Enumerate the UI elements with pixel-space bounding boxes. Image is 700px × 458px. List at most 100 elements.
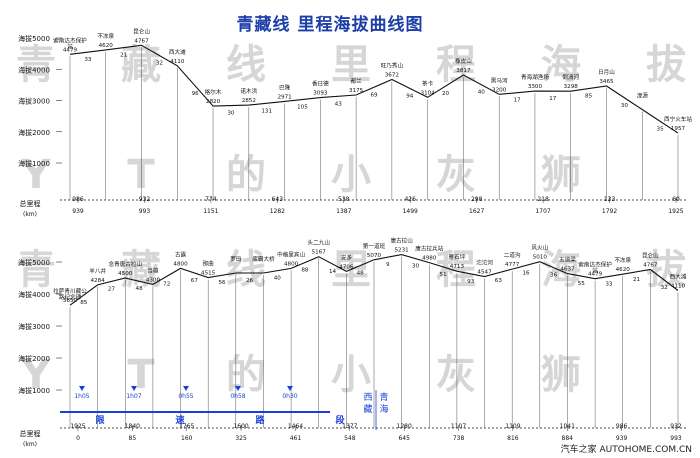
speed-limit-marker <box>183 386 189 391</box>
station-altitude: 3200 <box>492 87 507 93</box>
km-label-bottom: 1792 <box>602 208 617 215</box>
segment-distance: 56 <box>218 280 226 286</box>
km-label-bottom: 461 <box>290 435 302 442</box>
watermark-char: 藏 <box>121 247 161 293</box>
km-label-bottom: 1387 <box>336 208 351 215</box>
station-altitude: 4620 <box>616 267 631 273</box>
km-label-bottom: 738 <box>453 435 465 442</box>
segment-distance: 20 <box>442 91 450 97</box>
watermark-char: 线 <box>226 247 266 293</box>
station-name: 昆仑山 <box>642 251 659 259</box>
km-label-bottom: 1925 <box>668 208 683 215</box>
segment-distance: 40 <box>478 90 486 96</box>
watermark-char: T <box>127 352 155 398</box>
distance-axis-unit: (km) <box>23 441 37 448</box>
station-altitude: 4110 <box>671 283 686 289</box>
station-name: 香日德 <box>312 80 329 88</box>
y-tick-label: 海拔2000 <box>18 354 50 363</box>
distance-axis-unit: (km) <box>23 211 37 218</box>
station-name: 路纪念碑 <box>59 293 82 301</box>
speed-limit-time: 0h58 <box>230 393 245 400</box>
segment-distance: 9 <box>386 262 390 268</box>
segment-distance: 17 <box>513 98 521 104</box>
station-altitude: 4110 <box>170 59 185 65</box>
km-label-bottom: 993 <box>670 435 682 442</box>
station-altitude: 5231 <box>395 248 410 254</box>
station-name: 沱沱河 <box>476 258 493 266</box>
station-name: 湟源 <box>637 92 649 100</box>
speed-limit-time: 1h05 <box>74 393 89 400</box>
watermark-char: 里 <box>331 42 371 88</box>
station-name: 都兰 <box>351 77 363 85</box>
station-altitude: 4479 <box>63 47 78 53</box>
watermark-char: 程 <box>436 247 476 293</box>
station-name: 巴隆 <box>279 83 291 91</box>
station-name: 当雄 <box>147 266 159 274</box>
km-label-bottom: 0 <box>76 435 80 442</box>
km-label-bottom: 816 <box>507 435 519 442</box>
segment-distance: 51 <box>440 272 448 278</box>
km-label-bottom: 645 <box>398 435 410 442</box>
watermark-char: 青 <box>16 247 56 293</box>
station-altitude: 4800 <box>173 261 188 267</box>
station-altitude: 4980 <box>422 256 437 262</box>
distance-axis-title: 总里程 <box>20 429 41 438</box>
segment-distance: 55 <box>578 281 586 287</box>
segment-distance: 26 <box>246 278 254 284</box>
footer-brand: 汽车之家 AUTOHOME.COM.CN <box>560 445 692 455</box>
watermark-char: 的 <box>226 352 266 398</box>
km-label-bottom: 1499 <box>403 208 418 215</box>
segment-distance: 105 <box>297 105 308 111</box>
watermark-char: 拔 <box>646 247 686 293</box>
segment-distance: 96 <box>192 91 200 97</box>
station-altitude: 2852 <box>242 98 256 104</box>
station-name: 索南达杰保护 <box>578 261 612 269</box>
station-name: 罗玛 <box>230 255 242 263</box>
segment-distance: 33 <box>605 281 613 287</box>
station-name: 格尔木 <box>205 88 222 96</box>
station-name: 头二九山 <box>308 239 330 247</box>
station-altitude: 4767 <box>134 38 149 44</box>
km-label-bottom: 993 <box>139 208 151 215</box>
segment-distance: 69 <box>370 92 378 98</box>
watermark-char: 灰 <box>436 352 476 398</box>
station-altitude: 4637 <box>560 267 575 273</box>
segment-distance: 48 <box>136 286 144 292</box>
speed-limit-label: 段 <box>335 414 345 426</box>
speed-limit-marker <box>79 386 85 391</box>
speed-limit-marker <box>131 386 137 391</box>
watermark-char: 小 <box>331 152 371 198</box>
watermark-char: 海 <box>541 42 581 88</box>
segment-distance: 93 <box>467 279 475 285</box>
station-altitude: 4620 <box>99 43 114 49</box>
station-altitude: 3298 <box>564 84 579 90</box>
station-altitude: 5167 <box>312 250 327 256</box>
segment-distance: 32 <box>661 285 668 291</box>
region-label: 西 <box>363 392 372 403</box>
station-altitude: 4515 <box>201 271 216 277</box>
segment-distance: 85 <box>585 94 593 100</box>
km-label-bottom: 939 <box>72 208 84 215</box>
station-altitude: 1957 <box>671 126 686 132</box>
station-name: 日月山 <box>598 68 615 76</box>
station-altitude: 3300 <box>528 84 543 90</box>
segment-distance: 32 <box>156 61 163 67</box>
station-name: 黑马河 <box>491 76 508 84</box>
segment-distance: 14 <box>329 269 337 275</box>
watermark-char: 线 <box>226 42 266 88</box>
station-name: 西宁火车站 <box>664 115 692 123</box>
station-name: 中格里宾山 <box>277 250 305 258</box>
station-name: 西大滩 <box>169 48 186 56</box>
chart-title: 青藏线 里程海拔曲线图 <box>236 15 424 35</box>
station-altitude: 2971 <box>277 94 292 100</box>
region-label: 青 <box>379 391 388 403</box>
speed-limit-time: 0h30 <box>282 393 297 400</box>
station-altitude: 2820 <box>206 99 221 105</box>
segment-distance: 21 <box>120 53 128 59</box>
speed-limit-marker <box>287 386 293 391</box>
segment-distance: 94 <box>406 93 414 99</box>
y-tick-label: 海拔3000 <box>18 97 50 106</box>
region-label: 海 <box>379 403 388 415</box>
station-name: 那曲 <box>203 260 215 268</box>
station-name: 不冻泉 <box>614 256 631 264</box>
